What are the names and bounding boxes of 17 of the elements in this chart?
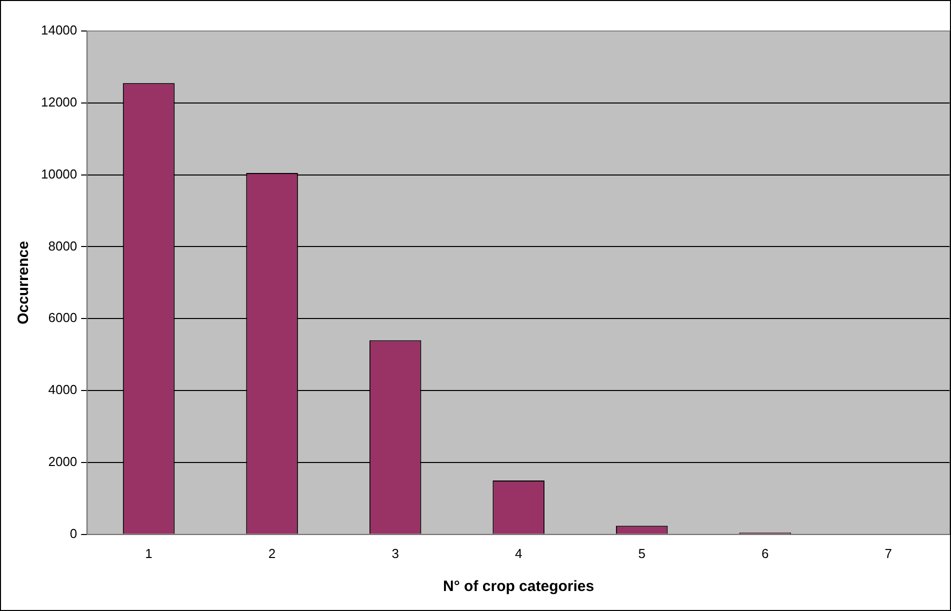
y-tick-label: 12000 — [40, 94, 78, 110]
x-tick-label: 3 — [392, 546, 399, 561]
x-tick-label: 7 — [884, 546, 892, 561]
y-tick-label: 10000 — [40, 166, 78, 182]
x-axis-title: N° of crop categories — [443, 578, 594, 596]
y-tick-label: 2000 — [48, 454, 78, 470]
y-tick-label: 6000 — [48, 310, 78, 326]
x-tick-label: 1 — [145, 546, 152, 561]
x-tick-label: 5 — [638, 546, 646, 561]
y-tick-label: 0 — [70, 526, 78, 541]
x-tick-label: 2 — [268, 546, 276, 561]
y-tick-label: 4000 — [48, 382, 78, 398]
x-tick-label: 4 — [514, 546, 522, 561]
y-axis-title: Occurrence — [15, 241, 32, 324]
y-tick-label: 8000 — [48, 238, 78, 254]
y-tick-label: 14000 — [40, 22, 78, 38]
x-tick-label: 6 — [761, 546, 769, 561]
